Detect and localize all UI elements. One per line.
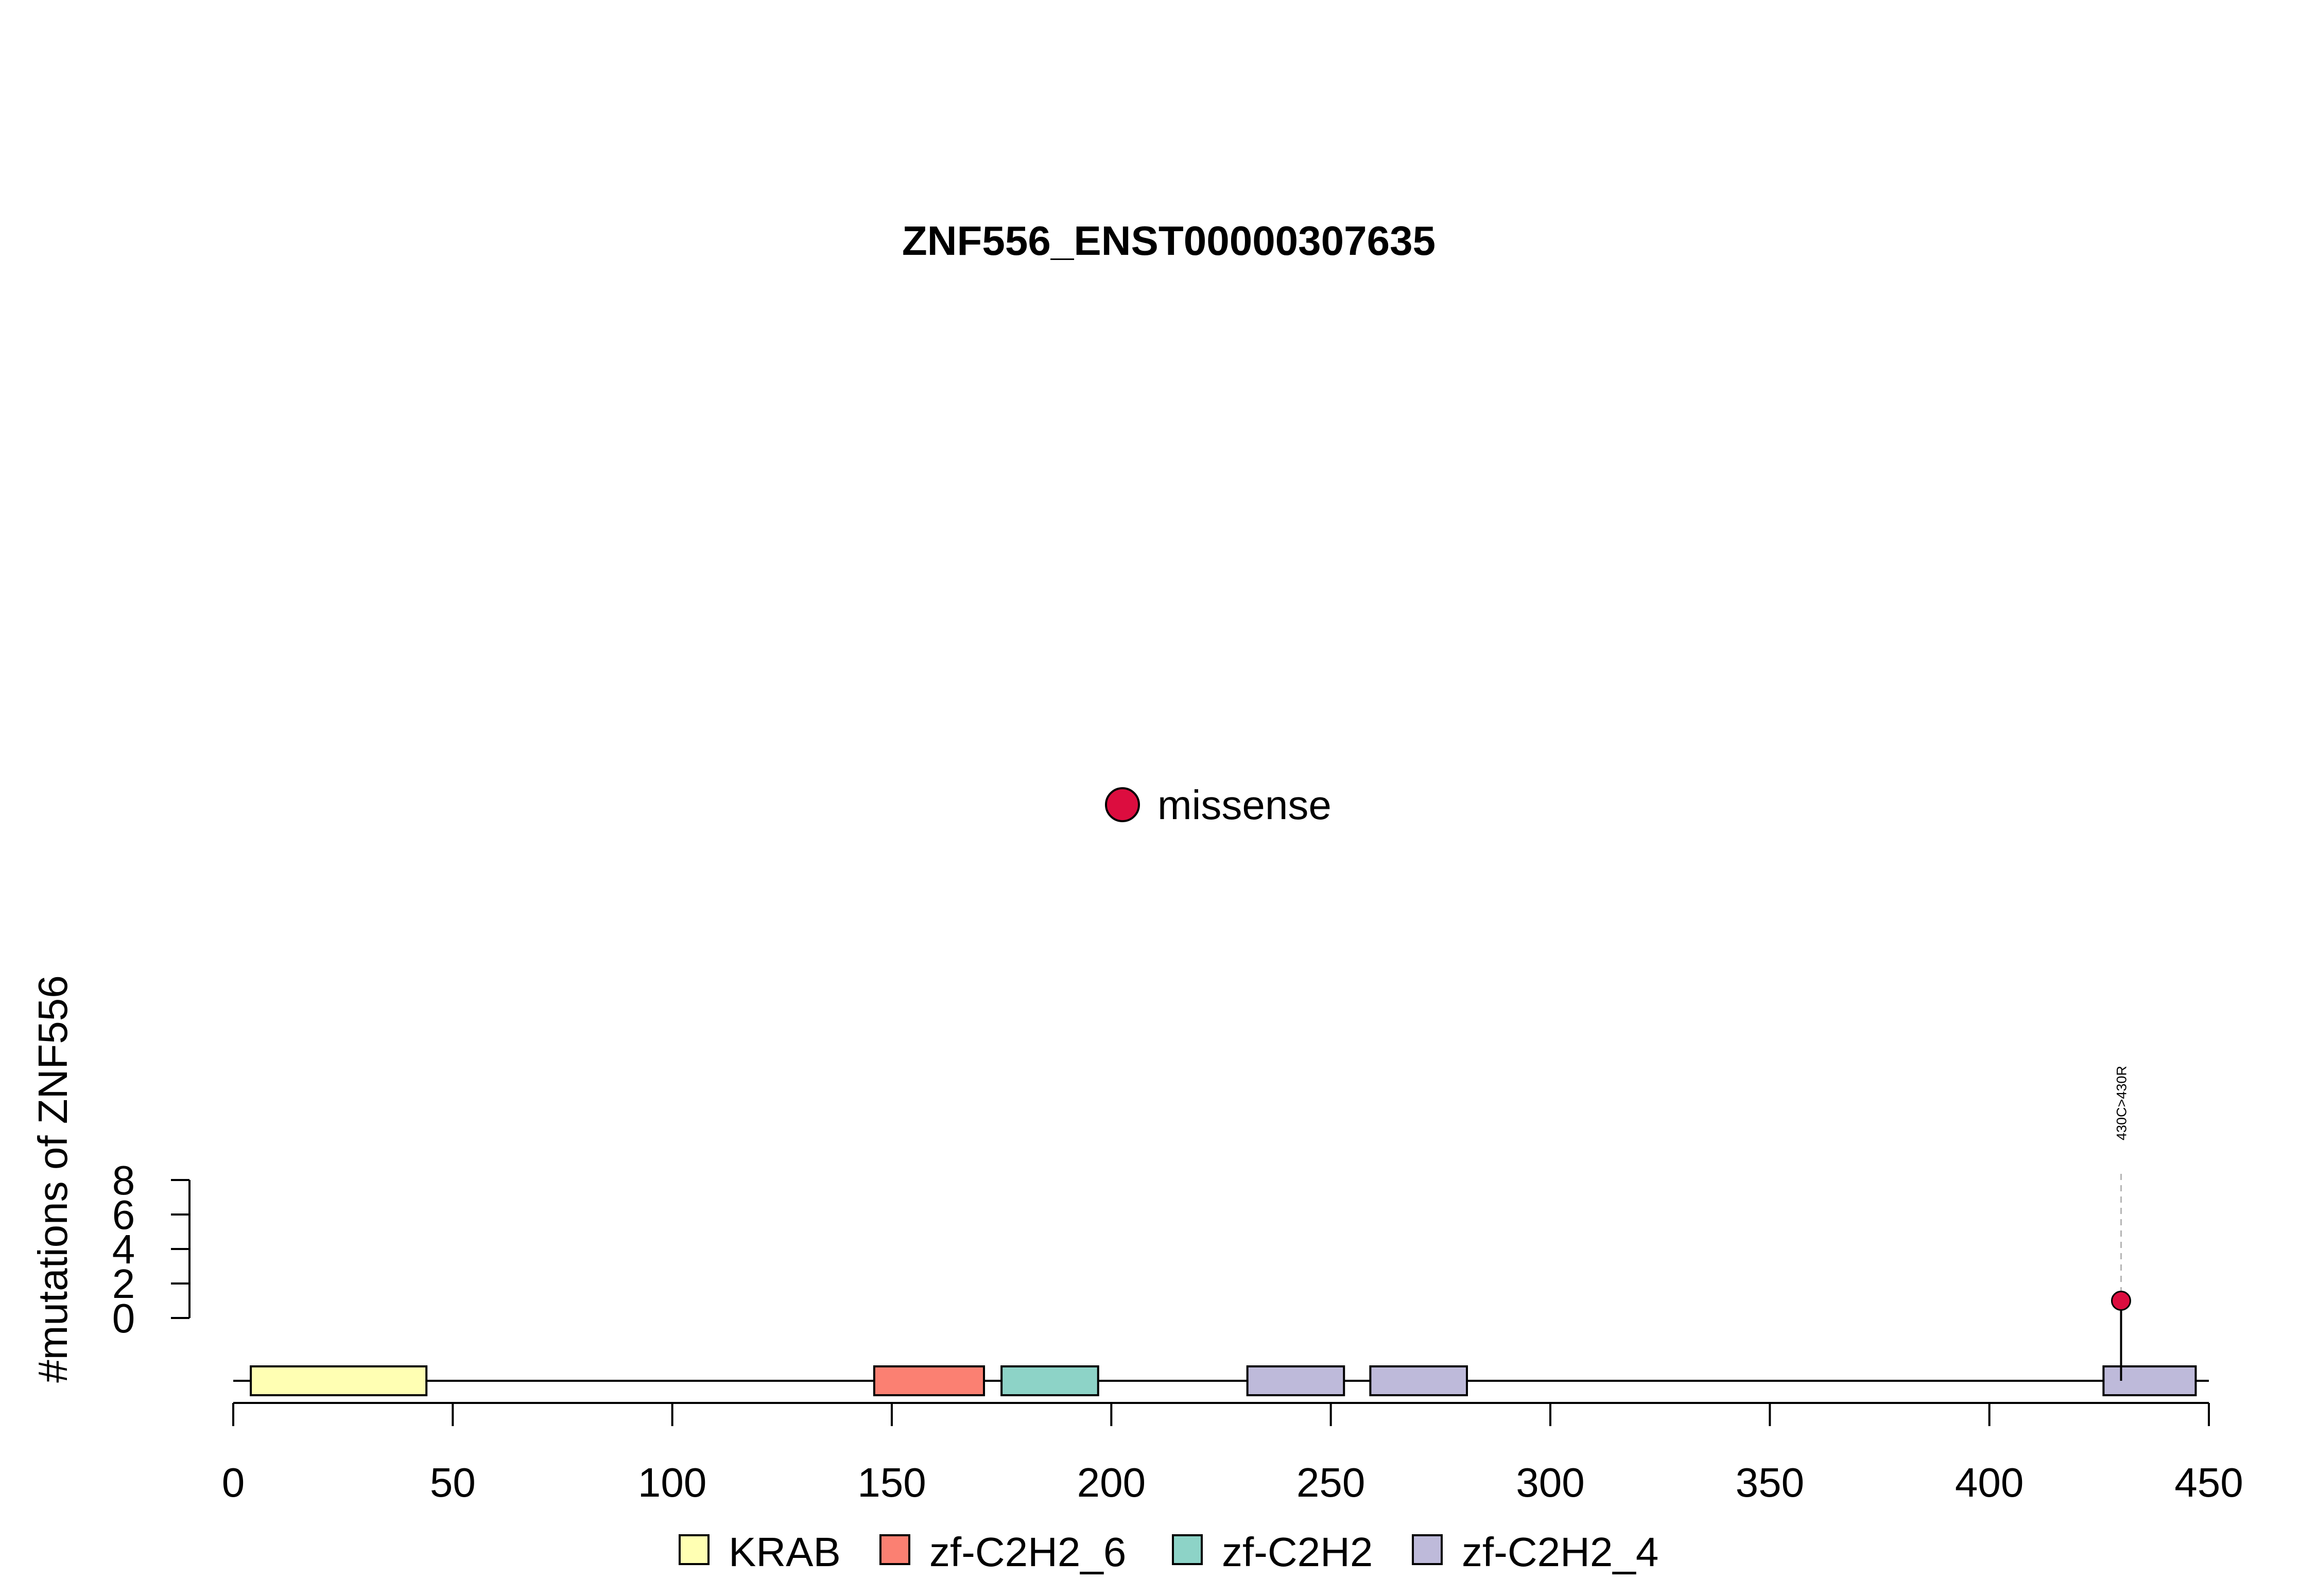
x-tick-label: 400 <box>1955 1460 2024 1505</box>
legend-swatch-KRAB <box>679 1534 710 1565</box>
x-tick-label: 100 <box>638 1460 706 1505</box>
legend-label-KRAB: KRAB <box>729 1529 841 1575</box>
legend-swatch-zf-C2H2 <box>1172 1534 1203 1565</box>
legend-marker-missense <box>1105 787 1140 822</box>
chart-title: ZNF556_ENST00000307635 <box>902 218 1436 264</box>
legend-label-zf-C2H2: zf-C2H2 <box>1222 1529 1373 1575</box>
y-tick-label: 6 <box>112 1192 135 1238</box>
x-tick-label: 350 <box>1736 1460 1804 1505</box>
domain-zf-C2H2_4 <box>1369 1365 1468 1396</box>
domain-legend: KRAB zf-C2H2_6 zf-C2H2 zf-C2H2_4 <box>679 1529 1658 1575</box>
domain-zf-C2H2_4 <box>2102 1365 2197 1396</box>
y-tick-label: 2 <box>112 1261 135 1307</box>
x-tick-label: 200 <box>1077 1460 1146 1505</box>
protein-track <box>233 1365 2209 1396</box>
domain-KRAB <box>250 1365 428 1396</box>
legend-label-zf-C2H2_6: zf-C2H2_6 <box>929 1529 1126 1575</box>
legend-swatch-zf-C2H2_4 <box>1412 1534 1443 1565</box>
x-tick-label: 50 <box>430 1460 476 1505</box>
x-tick-label: 300 <box>1516 1460 1584 1505</box>
domain-zf-C2H2_6 <box>873 1365 985 1396</box>
y-tick-label: 8 <box>112 1157 135 1203</box>
x-tick-label: 150 <box>857 1460 926 1505</box>
legend-label-missense: missense <box>1157 782 1332 828</box>
mutation-lollipops: 430C>430R <box>2111 1066 2131 1381</box>
mutation-legend: missense <box>1105 782 1332 828</box>
domain-zf-C2H2_4 <box>1246 1365 1345 1396</box>
domain-zf-C2H2 <box>1000 1365 1099 1396</box>
mutation-dot <box>2111 1291 2131 1311</box>
y-tick-label: 0 <box>112 1295 135 1341</box>
legend-swatch-zf-C2H2_6 <box>879 1534 910 1565</box>
y-axis-label: #mutations of ZNF556 <box>30 975 76 1382</box>
x-tick-label: 450 <box>2174 1460 2243 1505</box>
legend-label-zf-C2H2_4: zf-C2H2_4 <box>1462 1529 1658 1575</box>
x-axis: 0 50 100 150 200 250 300 350 400 450 <box>222 1402 2243 1505</box>
x-tick-label: 250 <box>1296 1460 1365 1505</box>
mutation-label: 430C>430R <box>2114 1066 2129 1140</box>
x-tick-label: 0 <box>222 1460 245 1505</box>
y-tick-label: 4 <box>112 1226 135 1272</box>
